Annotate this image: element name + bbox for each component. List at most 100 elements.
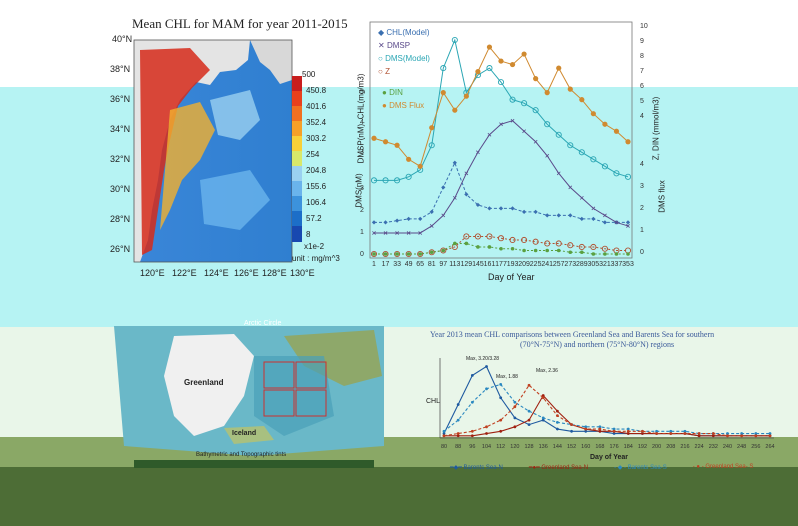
colorbar-tick: 401.6 bbox=[306, 102, 327, 111]
legend-label: DIN bbox=[389, 88, 403, 97]
chl-x-tick: 88 bbox=[455, 444, 461, 450]
chl-x-tick: 128 bbox=[524, 444, 533, 450]
colorbar-segment bbox=[292, 181, 302, 196]
dms-point bbox=[429, 125, 435, 131]
dms-point bbox=[395, 252, 399, 256]
legend-label: Barents Sea-N bbox=[463, 465, 503, 471]
dms-point bbox=[533, 139, 538, 144]
lat-label: 40°N bbox=[112, 34, 133, 44]
colorbar-segment bbox=[292, 196, 302, 211]
chl-x-tick: 144 bbox=[553, 444, 562, 450]
dms-point bbox=[418, 216, 423, 222]
colorbar-segment bbox=[292, 91, 302, 106]
dms-series-line bbox=[374, 235, 628, 255]
chl-point bbox=[555, 427, 559, 431]
colorbar-segment bbox=[292, 136, 302, 151]
dms-point bbox=[429, 224, 434, 228]
dms-point bbox=[533, 248, 538, 253]
dms-x-tick: 129 bbox=[461, 261, 473, 268]
coastal-bloom bbox=[140, 48, 210, 255]
chl-x-tick: 208 bbox=[666, 444, 675, 450]
arctic-title: Arctic Circle bbox=[244, 320, 282, 327]
dms-point bbox=[486, 233, 493, 240]
dms-left-tick: 5 bbox=[360, 89, 364, 96]
scale-note: x1e-2 bbox=[304, 242, 325, 251]
chl-point bbox=[485, 425, 488, 429]
legend-label: Greenland Sea-N bbox=[541, 465, 589, 471]
lat-label: 38°N bbox=[110, 64, 131, 74]
dms-point bbox=[545, 213, 550, 218]
chl-point bbox=[598, 429, 602, 433]
peak-label: Max, 1.88 bbox=[496, 374, 518, 380]
dms-right-tick: 0 bbox=[640, 249, 644, 256]
dms-left-tick: 4 bbox=[360, 119, 364, 126]
colorbar-tick: 303.2 bbox=[306, 134, 327, 143]
chl-point bbox=[541, 416, 545, 420]
dms-point bbox=[383, 252, 388, 256]
coastal-bloom-2 bbox=[160, 102, 215, 230]
chl-x-tick: 216 bbox=[680, 444, 689, 450]
dms-point bbox=[441, 185, 446, 190]
dms-left-axis-label: DMSP(nM), CHL(mg/m3) bbox=[356, 73, 366, 164]
dms-point bbox=[441, 213, 446, 218]
dms-point bbox=[545, 248, 549, 253]
dms-point bbox=[521, 100, 528, 107]
chl-point bbox=[641, 429, 644, 433]
chl-series-line bbox=[443, 383, 770, 435]
chl-point bbox=[527, 383, 531, 387]
dms-point bbox=[382, 139, 389, 145]
chl-point bbox=[740, 432, 744, 435]
dms-left-tick: 0 bbox=[360, 251, 364, 258]
dms-point bbox=[453, 241, 457, 246]
dms-point bbox=[406, 216, 411, 222]
dms-chart: 1 17 33 49 65 81 97 113 129 145 161 177 193 209 225 241… bbox=[360, 21, 648, 268]
dms-series-line bbox=[374, 120, 629, 234]
dms-point bbox=[394, 218, 400, 223]
dms-right-tick: 4 bbox=[640, 113, 644, 120]
dms-point bbox=[624, 173, 632, 180]
legend-label: DMS Flux bbox=[389, 101, 425, 110]
dms-plot-frame bbox=[369, 21, 633, 259]
dms-point bbox=[533, 76, 539, 82]
dms-point bbox=[463, 93, 469, 99]
map-korea bbox=[250, 40, 292, 84]
dms-point bbox=[601, 163, 608, 170]
chl-x-tick: 160 bbox=[581, 444, 590, 450]
dms-point bbox=[509, 61, 516, 68]
dms-point bbox=[499, 246, 503, 251]
chl-point bbox=[513, 400, 517, 404]
chl-point bbox=[612, 429, 616, 433]
colorbar-tick: 254 bbox=[306, 150, 320, 159]
colorbar-tick: 57.2 bbox=[306, 214, 322, 223]
chl-point bbox=[442, 429, 446, 433]
legend-entry: - ◆ - Barents Sea-S bbox=[614, 465, 667, 471]
chl-series-line bbox=[444, 394, 770, 437]
dms-point bbox=[602, 121, 608, 127]
lat-label: 30°N bbox=[110, 184, 131, 194]
dms-point bbox=[567, 242, 574, 249]
dms-point bbox=[510, 206, 515, 211]
arctic-label: Greenland bbox=[184, 378, 224, 387]
chl-point bbox=[442, 434, 446, 438]
arctic-iceland bbox=[224, 426, 274, 444]
dms-point bbox=[440, 247, 447, 254]
chl-point bbox=[470, 400, 474, 404]
dms-right-tick: 3 bbox=[640, 183, 644, 190]
chl-compare-title-1: Year 2013 mean CHL comparisons between G… bbox=[430, 330, 715, 339]
dms-x-tick: 289 bbox=[576, 261, 588, 268]
chl-series-line bbox=[443, 365, 770, 437]
dms-x-tick: 305 bbox=[588, 261, 600, 268]
dms-right-axis-label: Z, DIN (mmol/m3) bbox=[651, 96, 661, 161]
dms-point bbox=[395, 231, 399, 235]
dms-point bbox=[497, 79, 505, 86]
chl-point bbox=[470, 429, 474, 433]
dms-point bbox=[371, 135, 377, 141]
chl-x-tick: 200 bbox=[652, 444, 661, 450]
chl-point bbox=[655, 432, 659, 435]
chl-x-tick: 120 bbox=[510, 444, 519, 450]
chl-x-tick: 104 bbox=[482, 444, 491, 450]
dms-right-tick: 5 bbox=[640, 98, 644, 105]
dms-point bbox=[486, 65, 493, 72]
chl-map-panel: Mean CHL for MAM for year 2011-2015 40°N… bbox=[100, 10, 350, 290]
dms-point bbox=[451, 36, 458, 44]
